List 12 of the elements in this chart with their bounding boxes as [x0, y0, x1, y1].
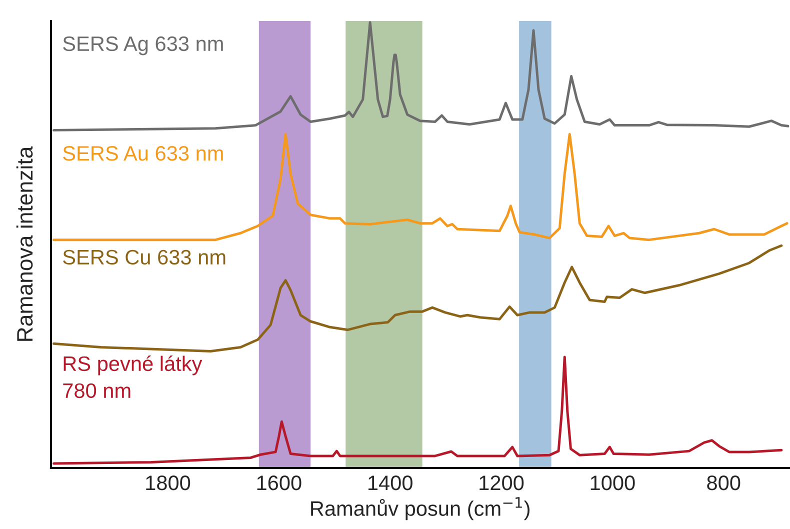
text: SERS Ag 633 nm [63, 36, 223, 56]
y-axis-title: Ramanova intenzita [16, 146, 33, 341]
x-tick-label: 1400 [368, 475, 412, 490]
text: SERS Cu 633 nm [63, 250, 226, 265]
text: RS pevné látky 780 nm [63, 356, 202, 398]
x-tick-label: 1200 [480, 475, 524, 490]
x-tick-label: 800 [707, 475, 740, 490]
text: SERS Au 633 nm [63, 146, 223, 161]
x-tick-label: 1600 [257, 475, 302, 490]
x-tick-label: 1800 [146, 475, 190, 490]
x-tick-label: 1000 [590, 475, 635, 490]
x-axis-title: Ramanův posun (cm$^{−1}$) [311, 497, 530, 520]
